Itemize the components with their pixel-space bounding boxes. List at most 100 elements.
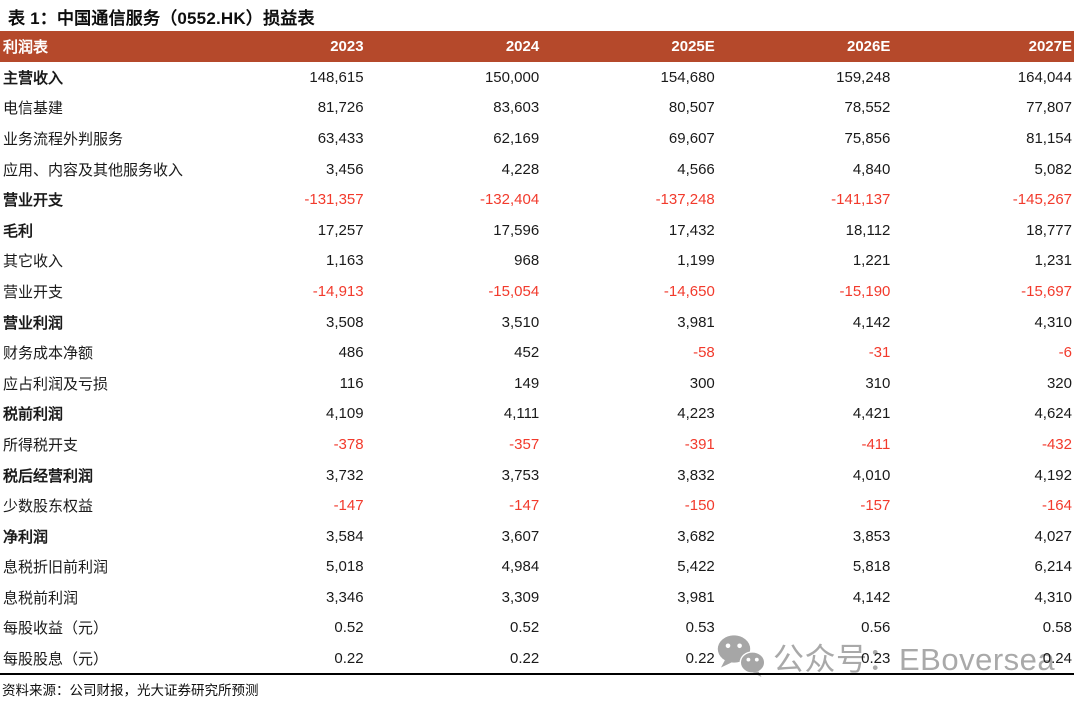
cell-value: 4,310: [1034, 313, 1072, 331]
cell-value: 0.22: [509, 649, 540, 667]
cell-value: 0.52: [334, 619, 364, 637]
cell-value: 63,433: [317, 129, 364, 147]
row-label: 业务流程外判服务: [3, 130, 124, 148]
source-note: 资料来源：公司财报，光大证券研究所预测: [2, 683, 259, 698]
cell-value: -131,357: [304, 191, 364, 209]
cell-value: 78,552: [844, 99, 891, 117]
row-label: 税后经营利润: [3, 467, 94, 485]
cell-value: 81,726: [317, 99, 364, 117]
cell-value: 4,624: [1034, 405, 1072, 423]
cell-value: 3,732: [326, 466, 364, 484]
cell-value: 4,111: [503, 405, 540, 423]
row-label: 营业开支: [3, 283, 64, 301]
cell-value: 4,984: [501, 558, 540, 576]
cell-value: 17,432: [668, 221, 715, 239]
cell-value: 452: [514, 344, 540, 362]
cell-value: 3,981: [677, 588, 715, 606]
cell-value: 5,082: [1034, 160, 1072, 178]
cell-value: -137,248: [655, 191, 715, 209]
row-label: 所得税开支: [3, 436, 79, 454]
cell-value: 4,027: [1034, 527, 1072, 545]
cell-value: 0.23: [861, 649, 891, 667]
header-cell-label: 利润表: [0, 31, 196, 62]
wechat-icon: [717, 635, 766, 677]
cell-value: 159,248: [836, 68, 891, 86]
row-label: 营业开支: [3, 192, 64, 210]
table-row: 所得税开支 -378 -357 -391 -411 -432: [0, 429, 1074, 460]
header-cell-year: 2023: [196, 31, 372, 62]
cell-value: 3,981: [677, 313, 715, 331]
table-row: 息税前利润 3,346 3,309 3,981 4,142 4,310: [0, 582, 1074, 613]
row-label: 其它收入: [3, 253, 64, 271]
table-row: 净利润 3,584 3,607 3,682 3,853 4,027: [0, 521, 1074, 552]
cell-value: 0.56: [861, 619, 891, 637]
cell-value: 4,223: [677, 405, 715, 423]
cell-value: 3,346: [326, 588, 364, 606]
cell-value: 4,840: [852, 160, 891, 178]
cell-value: -150: [684, 497, 715, 515]
cell-value: 1,199: [677, 252, 715, 270]
cell-value: -14,650: [663, 282, 715, 300]
cell-value: 1,231: [1034, 252, 1072, 270]
cell-value: 116: [339, 374, 364, 392]
cell-value: 3,832: [677, 466, 715, 484]
cell-value: 18,112: [845, 221, 891, 239]
cell-value: 83,603: [493, 99, 540, 117]
row-label: 主营收入: [3, 69, 64, 87]
cell-value: 4,566: [677, 160, 715, 178]
cell-value: 3,753: [501, 466, 540, 484]
row-label: 净利润: [3, 528, 49, 546]
table-row: 每股股息（元） 0.22 0.22 0.22 0.23 0.24: [0, 643, 1074, 674]
table-header: 利润表 2023 2024 2025E 2026E 2027E: [0, 31, 1074, 62]
cell-value: 5,422: [677, 558, 715, 576]
cell-value: 18,777: [1026, 221, 1072, 239]
cell-value: 5,018: [326, 558, 364, 576]
table-row: 电信基建 81,726 83,603 80,507 78,552 77,807: [0, 93, 1074, 124]
row-label: 税前利润: [3, 406, 64, 424]
cell-value: 164,044: [1017, 68, 1072, 86]
cell-value: 0.22: [334, 649, 364, 667]
cell-value: -14,913: [312, 282, 364, 300]
cell-value: 3,510: [501, 313, 540, 331]
cell-value: 3,607: [501, 527, 540, 545]
cell-value: 80,507: [668, 99, 715, 117]
table-row: 其它收入 1,163 968 1,199 1,221 1,231: [0, 246, 1074, 277]
cell-value: 968: [514, 252, 540, 270]
cell-value: 148,615: [309, 68, 364, 86]
row-label: 每股股息（元）: [3, 650, 109, 668]
row-label: 少数股东权益: [3, 498, 94, 516]
table-row: 每股收益（元） 0.52 0.52 0.53 0.56 0.58: [0, 613, 1074, 644]
table-row: 税前利润 4,109 4,111 4,223 4,421 4,624: [0, 399, 1074, 430]
row-label: 应用、内容及其他服务收入: [3, 161, 184, 179]
cell-value: 6,214: [1034, 558, 1072, 576]
header-row: 利润表 2023 2024 2025E 2026E 2027E: [0, 31, 1074, 62]
cell-value: 3,584: [326, 527, 364, 545]
cell-value: 4,142: [852, 313, 891, 331]
cell-value: -132,404: [479, 191, 540, 209]
cell-value: 0.53: [685, 619, 715, 637]
cell-value: -357: [509, 435, 540, 453]
table-row: 业务流程外判服务 63,433 62,169 69,607 75,856 81,…: [0, 123, 1074, 154]
cell-value: 17,257: [317, 221, 364, 239]
cell-value: -157: [860, 497, 891, 515]
cell-value: -6: [1058, 344, 1072, 362]
cell-value: 300: [689, 374, 715, 392]
cell-value: 1,221: [852, 252, 891, 270]
header-cell-year: 2027E: [898, 31, 1074, 62]
cell-value: 3,682: [677, 527, 715, 545]
cell-value: 320: [1046, 374, 1072, 392]
table-body: 主营收入 148,615 150,000 154,680 159,248 164…: [0, 62, 1074, 674]
cell-value: 3,456: [326, 160, 364, 178]
cell-value: 149: [514, 374, 540, 392]
cell-value: 4,192: [1034, 466, 1072, 484]
cell-value: 4,109: [326, 405, 364, 423]
page-title: 表 1：中国通信服务（0552.HK）损益表: [8, 9, 315, 28]
cell-value: -378: [333, 435, 364, 453]
cell-value: 5,818: [852, 558, 891, 576]
cell-value: 3,309: [501, 588, 540, 606]
row-label: 营业利润: [3, 314, 64, 332]
cell-value: -391: [684, 435, 715, 453]
cell-value: 0.24: [1042, 649, 1072, 667]
cell-value: 17,596: [493, 221, 540, 239]
cell-value: -164: [1041, 497, 1072, 515]
